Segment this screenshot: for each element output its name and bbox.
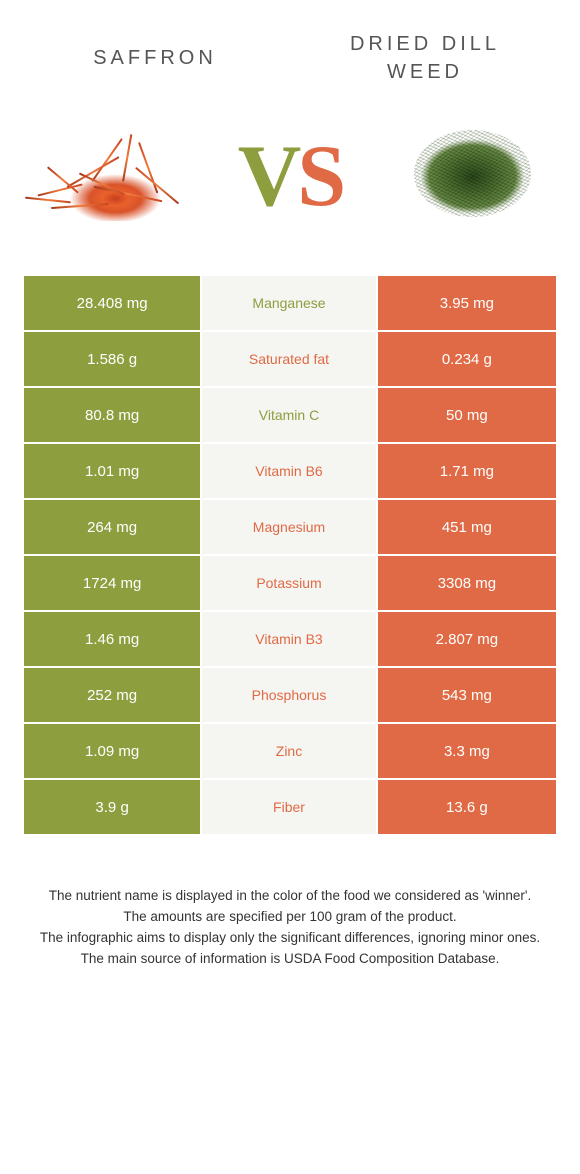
table-row: 1.586 gSaturated fat0.234 g [24, 332, 556, 388]
dill-illustration [395, 119, 550, 234]
vs-s: S [297, 128, 342, 225]
title-right: Dried dill weed [317, 30, 533, 86]
value-left: 264 mg [24, 500, 202, 554]
nutrient-label: Vitamin C [202, 388, 378, 442]
header: Saffron Dried dill weed [0, 0, 580, 96]
value-left: 3.9 g [24, 780, 202, 834]
nutrient-label: Manganese [202, 276, 378, 330]
saffron-illustration [33, 131, 183, 221]
value-right: 3.3 mg [378, 724, 556, 778]
footer-line-2: The amounts are specified per 100 gram o… [35, 907, 545, 928]
table-row: 1.09 mgZinc3.3 mg [24, 724, 556, 780]
value-right: 3.95 mg [378, 276, 556, 330]
table-row: 1724 mgPotassium3308 mg [24, 556, 556, 612]
table-row: 28.408 mgManganese3.95 mg [24, 276, 556, 332]
value-right: 451 mg [378, 500, 556, 554]
value-left: 1724 mg [24, 556, 202, 610]
nutrient-label: Zinc [202, 724, 378, 778]
nutrient-label: Vitamin B6 [202, 444, 378, 498]
table-row: 80.8 mgVitamin C50 mg [24, 388, 556, 444]
table-row: 252 mgPhosphorus543 mg [24, 668, 556, 724]
footer-line-3: The infographic aims to display only the… [35, 928, 545, 949]
title-left: Saffron [47, 44, 263, 72]
table-row: 1.46 mgVitamin B32.807 mg [24, 612, 556, 668]
value-right: 2.807 mg [378, 612, 556, 666]
nutrient-label: Magnesium [202, 500, 378, 554]
value-left: 28.408 mg [24, 276, 202, 330]
nutrient-label: Phosphorus [202, 668, 378, 722]
nutrient-label: Vitamin B3 [202, 612, 378, 666]
value-left: 1.46 mg [24, 612, 202, 666]
value-left: 252 mg [24, 668, 202, 722]
value-right: 0.234 g [378, 332, 556, 386]
nutrient-label: Fiber [202, 780, 378, 834]
value-right: 50 mg [378, 388, 556, 442]
value-left: 1.01 mg [24, 444, 202, 498]
saffron-image [25, 111, 190, 241]
table-row: 264 mgMagnesium451 mg [24, 500, 556, 556]
value-right: 1.71 mg [378, 444, 556, 498]
table-row: 3.9 gFiber13.6 g [24, 780, 556, 836]
vs-v: V [238, 128, 298, 225]
dill-image [390, 111, 555, 241]
value-left: 1.586 g [24, 332, 202, 386]
table-row: 1.01 mgVitamin B61.71 mg [24, 444, 556, 500]
hero-row: VS [0, 96, 580, 266]
value-left: 1.09 mg [24, 724, 202, 778]
nutrient-label: Potassium [202, 556, 378, 610]
value-left: 80.8 mg [24, 388, 202, 442]
value-right: 3308 mg [378, 556, 556, 610]
footer-notes: The nutrient name is displayed in the co… [0, 836, 580, 970]
nutrient-table: 28.408 mgManganese3.95 mg1.586 gSaturate… [24, 276, 556, 836]
value-right: 13.6 g [378, 780, 556, 834]
footer-line-4: The main source of information is USDA F… [35, 949, 545, 970]
footer-line-1: The nutrient name is displayed in the co… [35, 886, 545, 907]
vs-label: VS [238, 126, 343, 227]
value-right: 543 mg [378, 668, 556, 722]
nutrient-label: Saturated fat [202, 332, 378, 386]
